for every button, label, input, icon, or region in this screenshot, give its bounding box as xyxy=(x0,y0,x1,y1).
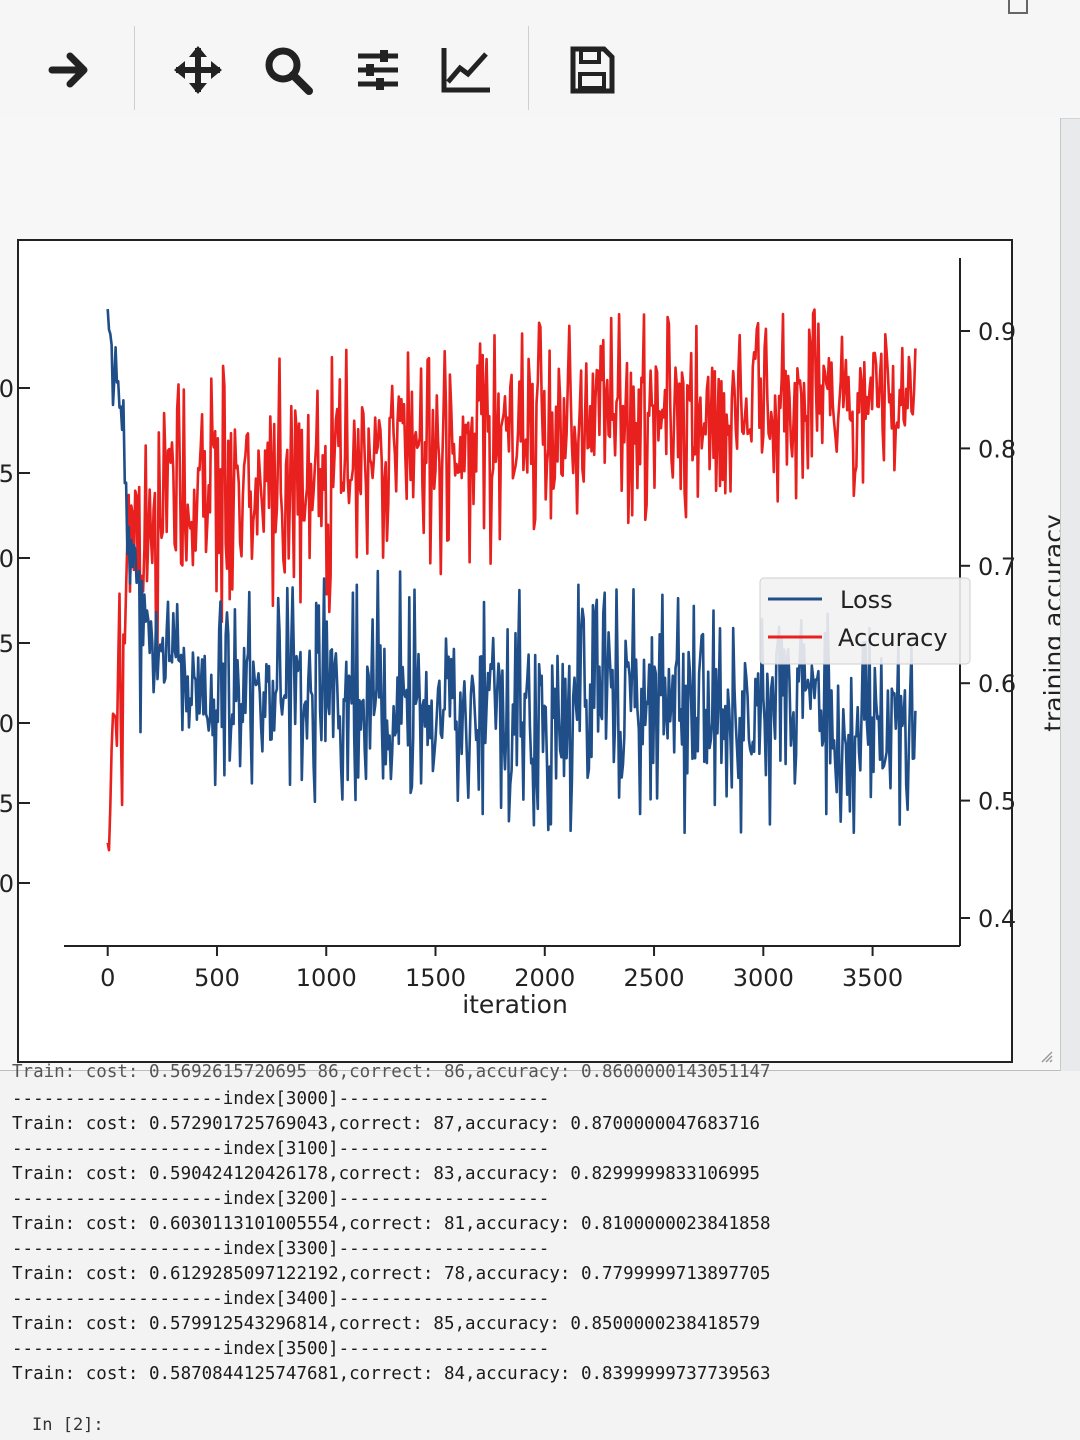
configure-subplots-icon[interactable] xyxy=(346,38,410,102)
x-tick-label: 1500 xyxy=(405,964,466,992)
series-line-accuracy xyxy=(106,308,917,852)
console-separator-line: --------------------index[3200]---------… xyxy=(12,1189,550,1209)
legend-label-loss: Loss xyxy=(840,586,893,614)
x-tick-label: 2000 xyxy=(514,964,575,992)
right-y-tick-label: 0.6 xyxy=(978,670,1016,698)
series-line-loss xyxy=(106,309,917,834)
figure-toolbar xyxy=(0,0,1080,119)
console-train-line: Train: cost: 0.6030113101005554,correct:… xyxy=(12,1214,771,1234)
console-separator-line: --------------------index[3300]---------… xyxy=(12,1239,550,1259)
x-axis-title: iteration xyxy=(462,990,568,1019)
right-y-tick-label: 0.9 xyxy=(978,318,1016,346)
series-accuracy xyxy=(106,308,917,852)
legend: Loss Accuracy xyxy=(759,577,971,665)
edit-axis-icon[interactable] xyxy=(434,38,498,102)
right-y-tick-label: 0.7 xyxy=(978,553,1016,581)
x-tick-label: 3500 xyxy=(842,964,903,992)
zoom-icon[interactable] xyxy=(256,38,320,102)
figure-canvas: 0 500 1000 1500 2000 2500 3000 3500 0.4 0.5 0.6 0.7… xyxy=(0,118,1061,1071)
x-tick-label: 0 xyxy=(100,964,115,992)
console-train-line: Train: cost: 0.5870844125747681,correct:… xyxy=(12,1364,771,1384)
console-output: Train: cost: 0.5692615720695 86,correct:… xyxy=(0,1062,1080,1440)
right-y-tick-label: 0.8 xyxy=(978,435,1016,463)
left-y-tick-label: 5 xyxy=(0,460,14,488)
console-prompt[interactable]: In [2]: xyxy=(32,1415,104,1435)
pan-move-icon[interactable] xyxy=(166,38,230,102)
console-line-clipped: Train: cost: 0.5692615720695 86,correct:… xyxy=(12,1062,771,1082)
left-y-tick-label: 25 xyxy=(0,630,14,658)
window-corner-icon xyxy=(1008,0,1028,14)
resize-grip-icon[interactable] xyxy=(1040,1050,1054,1064)
x-tick-label: 3000 xyxy=(733,964,794,992)
chart: 0 500 1000 1500 2000 2500 3000 35000.40.50.60.7… xyxy=(0,239,1060,1063)
left-y-tick-label: 75 xyxy=(0,790,14,818)
series-layer xyxy=(106,308,917,852)
left-y-tick-label: 0 xyxy=(0,545,14,573)
legend-label-accuracy: Accuracy xyxy=(838,624,948,652)
x-tick-label: 1000 xyxy=(296,964,357,992)
series-loss xyxy=(106,309,917,834)
toolbar-separator xyxy=(528,26,529,110)
console-separator-line: --------------------index[3000]---------… xyxy=(12,1089,550,1109)
x-tick-label: 500 xyxy=(194,964,240,992)
left-y-tick-label: 550 xyxy=(0,870,14,898)
console-separator-line: --------------------index[3400]---------… xyxy=(12,1289,550,1309)
console-separator-line: --------------------index[3100]---------… xyxy=(12,1139,550,1159)
console-separator-line: --------------------index[3500]---------… xyxy=(12,1339,550,1359)
right-y-tick-label: 0.5 xyxy=(978,788,1016,816)
save-figure-icon[interactable] xyxy=(560,38,624,102)
right-y-axis-title: training accuracy xyxy=(1039,514,1060,732)
console-train-line: Train: cost: 0.590424120426178,correct: … xyxy=(12,1164,761,1184)
forward-arrow-icon[interactable] xyxy=(38,38,102,102)
axes-layer: 0 500 1000 1500 2000 2500 3000 35000.40.50.60.7… xyxy=(0,258,1016,992)
console-train-line: Train: cost: 0.579912543296814,correct: … xyxy=(12,1314,761,1334)
right-y-tick-label: 0.4 xyxy=(978,905,1016,933)
toolbar-separator xyxy=(134,26,135,110)
console-train-line: Train: cost: 0.572901725769043,correct: … xyxy=(12,1114,761,1134)
x-tick-label: 2500 xyxy=(624,964,685,992)
left-y-tick-label: 00 xyxy=(0,710,14,738)
console-train-line: Train: cost: 0.6129285097122192,correct:… xyxy=(12,1264,771,1284)
left-y-tick-label: 0 xyxy=(0,375,14,403)
